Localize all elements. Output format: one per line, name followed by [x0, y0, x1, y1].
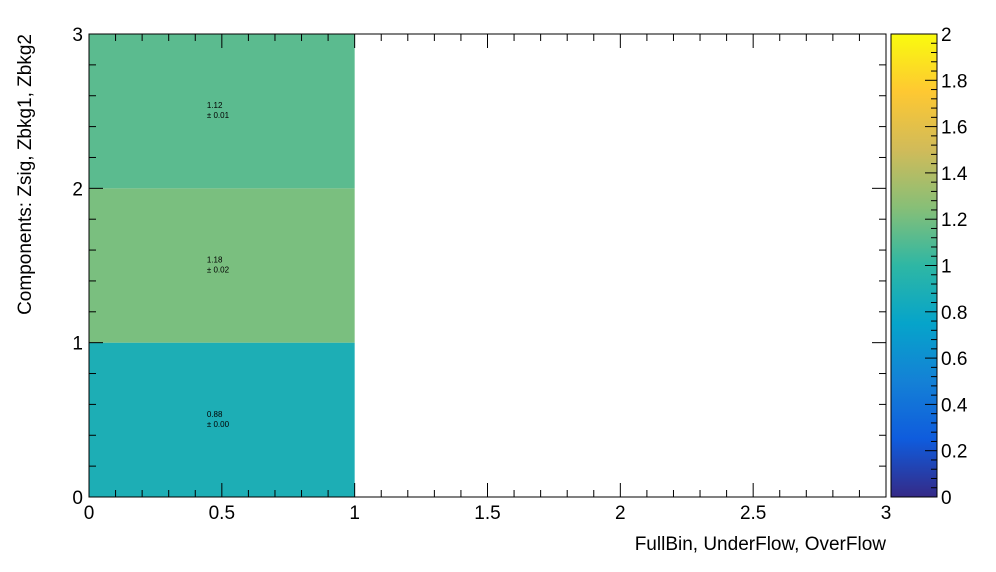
cell-value-label-2: 1.12 — [207, 101, 223, 110]
heatmap-cell-0 — [89, 342, 355, 497]
colorbar-tick-label: 0.2 — [941, 442, 967, 463]
x-tick-label: 0.5 — [209, 503, 235, 524]
colorbar-tick-label: 0.4 — [941, 395, 968, 416]
heatmap-cell-1 — [89, 188, 355, 343]
colorbar-tick-label: 1.4 — [941, 164, 968, 185]
heatmap-cell-2 — [89, 34, 355, 189]
axis-ticks — [88, 33, 887, 498]
cell-error-label-1: ± 0.02 — [207, 266, 230, 275]
y-tick-labels: 0 1 2 3 — [72, 25, 83, 509]
colorbar-tick-label: 0.6 — [941, 349, 967, 370]
y-tick-label: 3 — [72, 25, 83, 46]
colorbar-tick-label: 0.8 — [941, 303, 967, 324]
cell-value-label-0: 0.88 — [207, 410, 223, 419]
colorbar-tick-label: 1.6 — [941, 118, 967, 139]
colorbar-tick-label: 0 — [941, 488, 952, 509]
y-tick-label: 0 — [72, 488, 83, 509]
x-tick-label: 3 — [881, 503, 892, 524]
colorbar-tick-label: 1 — [941, 257, 952, 278]
x-tick-label: 0 — [84, 503, 95, 524]
x-tick-label: 2.5 — [740, 503, 766, 524]
y-tick-label: 1 — [72, 334, 83, 355]
colorbar-tick-label: 1.8 — [941, 71, 967, 92]
y-tick-label: 2 — [72, 179, 83, 200]
heatmap-cells — [89, 34, 355, 497]
colorbar-tick-labels: 0 0.2 0.4 0.6 0.8 1 1.2 1.4 1.6 1.8 2 — [941, 25, 968, 509]
y-axis-title: Components: Zsig, Zbkg1, Zbkg2 — [15, 34, 36, 315]
x-tick-label: 1 — [349, 503, 360, 524]
cell-labels: 0.88± 0.00 1.18± 0.02 1.12± 0.01 — [207, 101, 230, 429]
x-axis-title: FullBin, UnderFlow, OverFlow — [635, 534, 887, 555]
x-tick-labels: 0 0.5 1 1.5 2 2.5 3 — [84, 503, 892, 524]
x-tick-label: 2 — [615, 503, 626, 524]
cell-value-label-1: 1.18 — [207, 256, 223, 265]
colorbar-ticks — [925, 33, 937, 498]
colorbar-tick-label: 1.2 — [941, 210, 967, 231]
x-tick-label: 1.5 — [474, 503, 500, 524]
cell-error-label-2: ± 0.01 — [207, 111, 230, 120]
cell-error-label-0: ± 0.00 — [207, 420, 230, 429]
colorbar-tick-label: 2 — [941, 25, 952, 46]
